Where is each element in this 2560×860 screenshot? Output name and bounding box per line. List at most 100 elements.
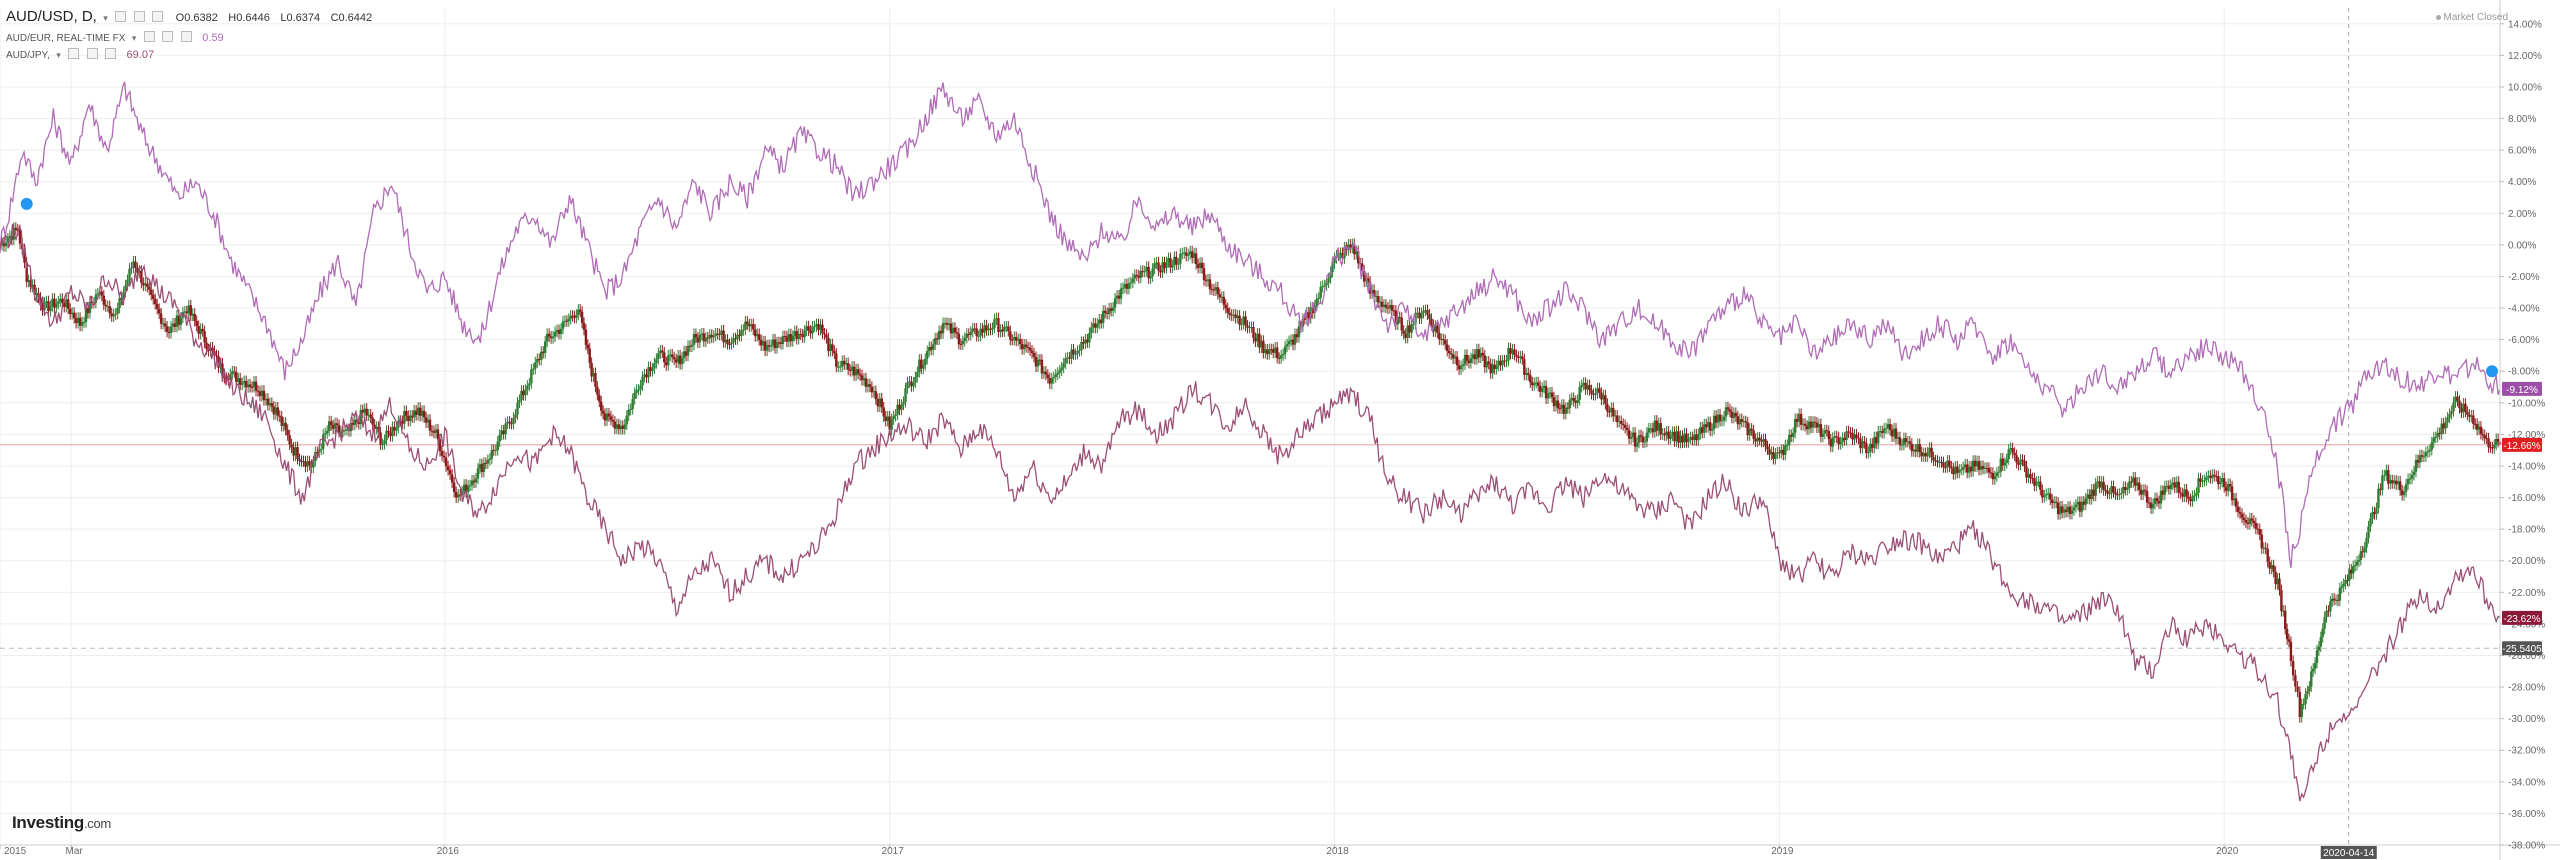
legend-series-3[interactable]: AUD/JPY, ▾ 69.07 bbox=[6, 45, 154, 63]
candle-body bbox=[1598, 388, 1601, 393]
candle-body bbox=[910, 381, 913, 387]
candle-body bbox=[1960, 469, 1963, 471]
candle-body bbox=[94, 294, 98, 303]
candle-body bbox=[1590, 390, 1593, 394]
candle-body bbox=[1119, 288, 1123, 299]
candle-body bbox=[993, 319, 996, 328]
candle-body bbox=[1788, 434, 1791, 445]
event-marker-icon[interactable] bbox=[20, 197, 33, 210]
candle-body bbox=[2031, 478, 2034, 480]
candle-body bbox=[142, 282, 145, 286]
candle-body bbox=[1762, 439, 1765, 442]
close-icon[interactable] bbox=[180, 31, 192, 43]
candle-body bbox=[1691, 437, 1694, 441]
candle-body bbox=[669, 354, 672, 356]
candle-body bbox=[1190, 251, 1194, 258]
candle-body bbox=[1034, 356, 1038, 367]
candle-body bbox=[2323, 617, 2326, 629]
candle-body bbox=[2310, 671, 2313, 687]
candle-body bbox=[1208, 279, 1212, 290]
candle-body bbox=[1056, 372, 1059, 375]
settings-icon[interactable] bbox=[143, 31, 155, 43]
candle-body bbox=[165, 326, 169, 332]
candle-body bbox=[1843, 437, 1846, 441]
candle-body bbox=[1072, 349, 1075, 355]
candle-body bbox=[59, 298, 62, 302]
candle-body bbox=[1610, 407, 1613, 412]
candle-body bbox=[1238, 315, 1241, 325]
candle-body bbox=[401, 420, 404, 424]
candle-body bbox=[2025, 466, 2028, 478]
chevron-down-icon[interactable]: ▾ bbox=[131, 33, 137, 43]
candle-body bbox=[561, 321, 565, 329]
candle-body bbox=[1865, 443, 1868, 454]
candle-body bbox=[1380, 301, 1384, 307]
candle-body bbox=[1554, 400, 1558, 407]
candle-body bbox=[1659, 423, 1662, 435]
event-marker-icon[interactable] bbox=[2486, 365, 2498, 378]
crosshair-date-badge bbox=[2320, 846, 2377, 859]
candle-body bbox=[1270, 349, 1273, 351]
close-icon[interactable] bbox=[105, 48, 117, 60]
candle-body bbox=[1226, 308, 1229, 313]
candle-body bbox=[1030, 350, 1034, 354]
candle-body bbox=[2357, 559, 2361, 562]
candle-body bbox=[734, 338, 737, 340]
settings-icon[interactable] bbox=[115, 11, 127, 23]
candle-body bbox=[1434, 325, 1437, 332]
candle-body bbox=[2213, 474, 2216, 477]
legend-main[interactable]: AUD/USD, D, ▾ O0.6382 H0.6446 L0.6374 C0… bbox=[6, 8, 372, 26]
candle-body bbox=[1851, 432, 1854, 440]
candle-body bbox=[2226, 483, 2230, 491]
chevron-down-icon[interactable]: ▾ bbox=[103, 13, 108, 23]
candle-body bbox=[2037, 481, 2040, 483]
candle-body bbox=[1600, 392, 1603, 400]
close-icon[interactable] bbox=[152, 11, 164, 23]
candle-body bbox=[1550, 392, 1554, 398]
candle-body bbox=[1046, 374, 1050, 379]
settings-icon[interactable] bbox=[68, 48, 80, 60]
candle-body bbox=[1576, 399, 1579, 404]
candle-body bbox=[2396, 481, 2400, 485]
legend-series-2[interactable]: AUD/EUR, REAL-TIME FX ▾ 0.59 bbox=[6, 28, 224, 46]
candle-body bbox=[2489, 447, 2492, 449]
candle-body bbox=[1877, 431, 1880, 444]
candle-body bbox=[787, 334, 791, 342]
candle-body bbox=[2336, 599, 2340, 601]
hide-icon[interactable] bbox=[162, 31, 174, 43]
candle-body bbox=[2137, 482, 2141, 491]
candle-body bbox=[2155, 498, 2159, 502]
chevron-down-icon[interactable]: ▾ bbox=[56, 50, 61, 60]
candle-body bbox=[440, 451, 444, 456]
candle-body bbox=[829, 344, 832, 352]
candle-body bbox=[2452, 402, 2455, 412]
y-tick-label: -4.00% bbox=[2508, 304, 2540, 315]
candle-body bbox=[1675, 431, 1678, 442]
candle-body bbox=[1758, 437, 1761, 441]
candle-body bbox=[698, 334, 702, 343]
symbol-title[interactable]: AUD/USD, D, bbox=[6, 8, 97, 25]
candle-body bbox=[1764, 439, 1767, 447]
candle-body bbox=[2215, 476, 2218, 478]
candle-body bbox=[290, 444, 293, 448]
candle-body bbox=[254, 381, 258, 391]
candle-body bbox=[1262, 340, 1265, 353]
hide-icon[interactable] bbox=[133, 11, 145, 23]
candle-body bbox=[1995, 472, 1999, 477]
candle-body bbox=[294, 447, 297, 456]
candle-body bbox=[2448, 413, 2451, 418]
candle-body bbox=[2296, 686, 2299, 692]
candle-body bbox=[1784, 445, 1787, 455]
candle-body bbox=[1825, 430, 1829, 432]
reference-lines bbox=[0, 8, 2500, 845]
candle-body bbox=[1467, 360, 1471, 364]
candle-body bbox=[2379, 488, 2382, 491]
hide-icon[interactable] bbox=[86, 48, 98, 60]
candle-body bbox=[1331, 263, 1334, 273]
candle-body bbox=[1133, 274, 1137, 279]
candle-body bbox=[418, 407, 422, 416]
candle-body bbox=[296, 447, 299, 459]
candle-body bbox=[1695, 434, 1698, 441]
candle-body bbox=[128, 268, 131, 280]
